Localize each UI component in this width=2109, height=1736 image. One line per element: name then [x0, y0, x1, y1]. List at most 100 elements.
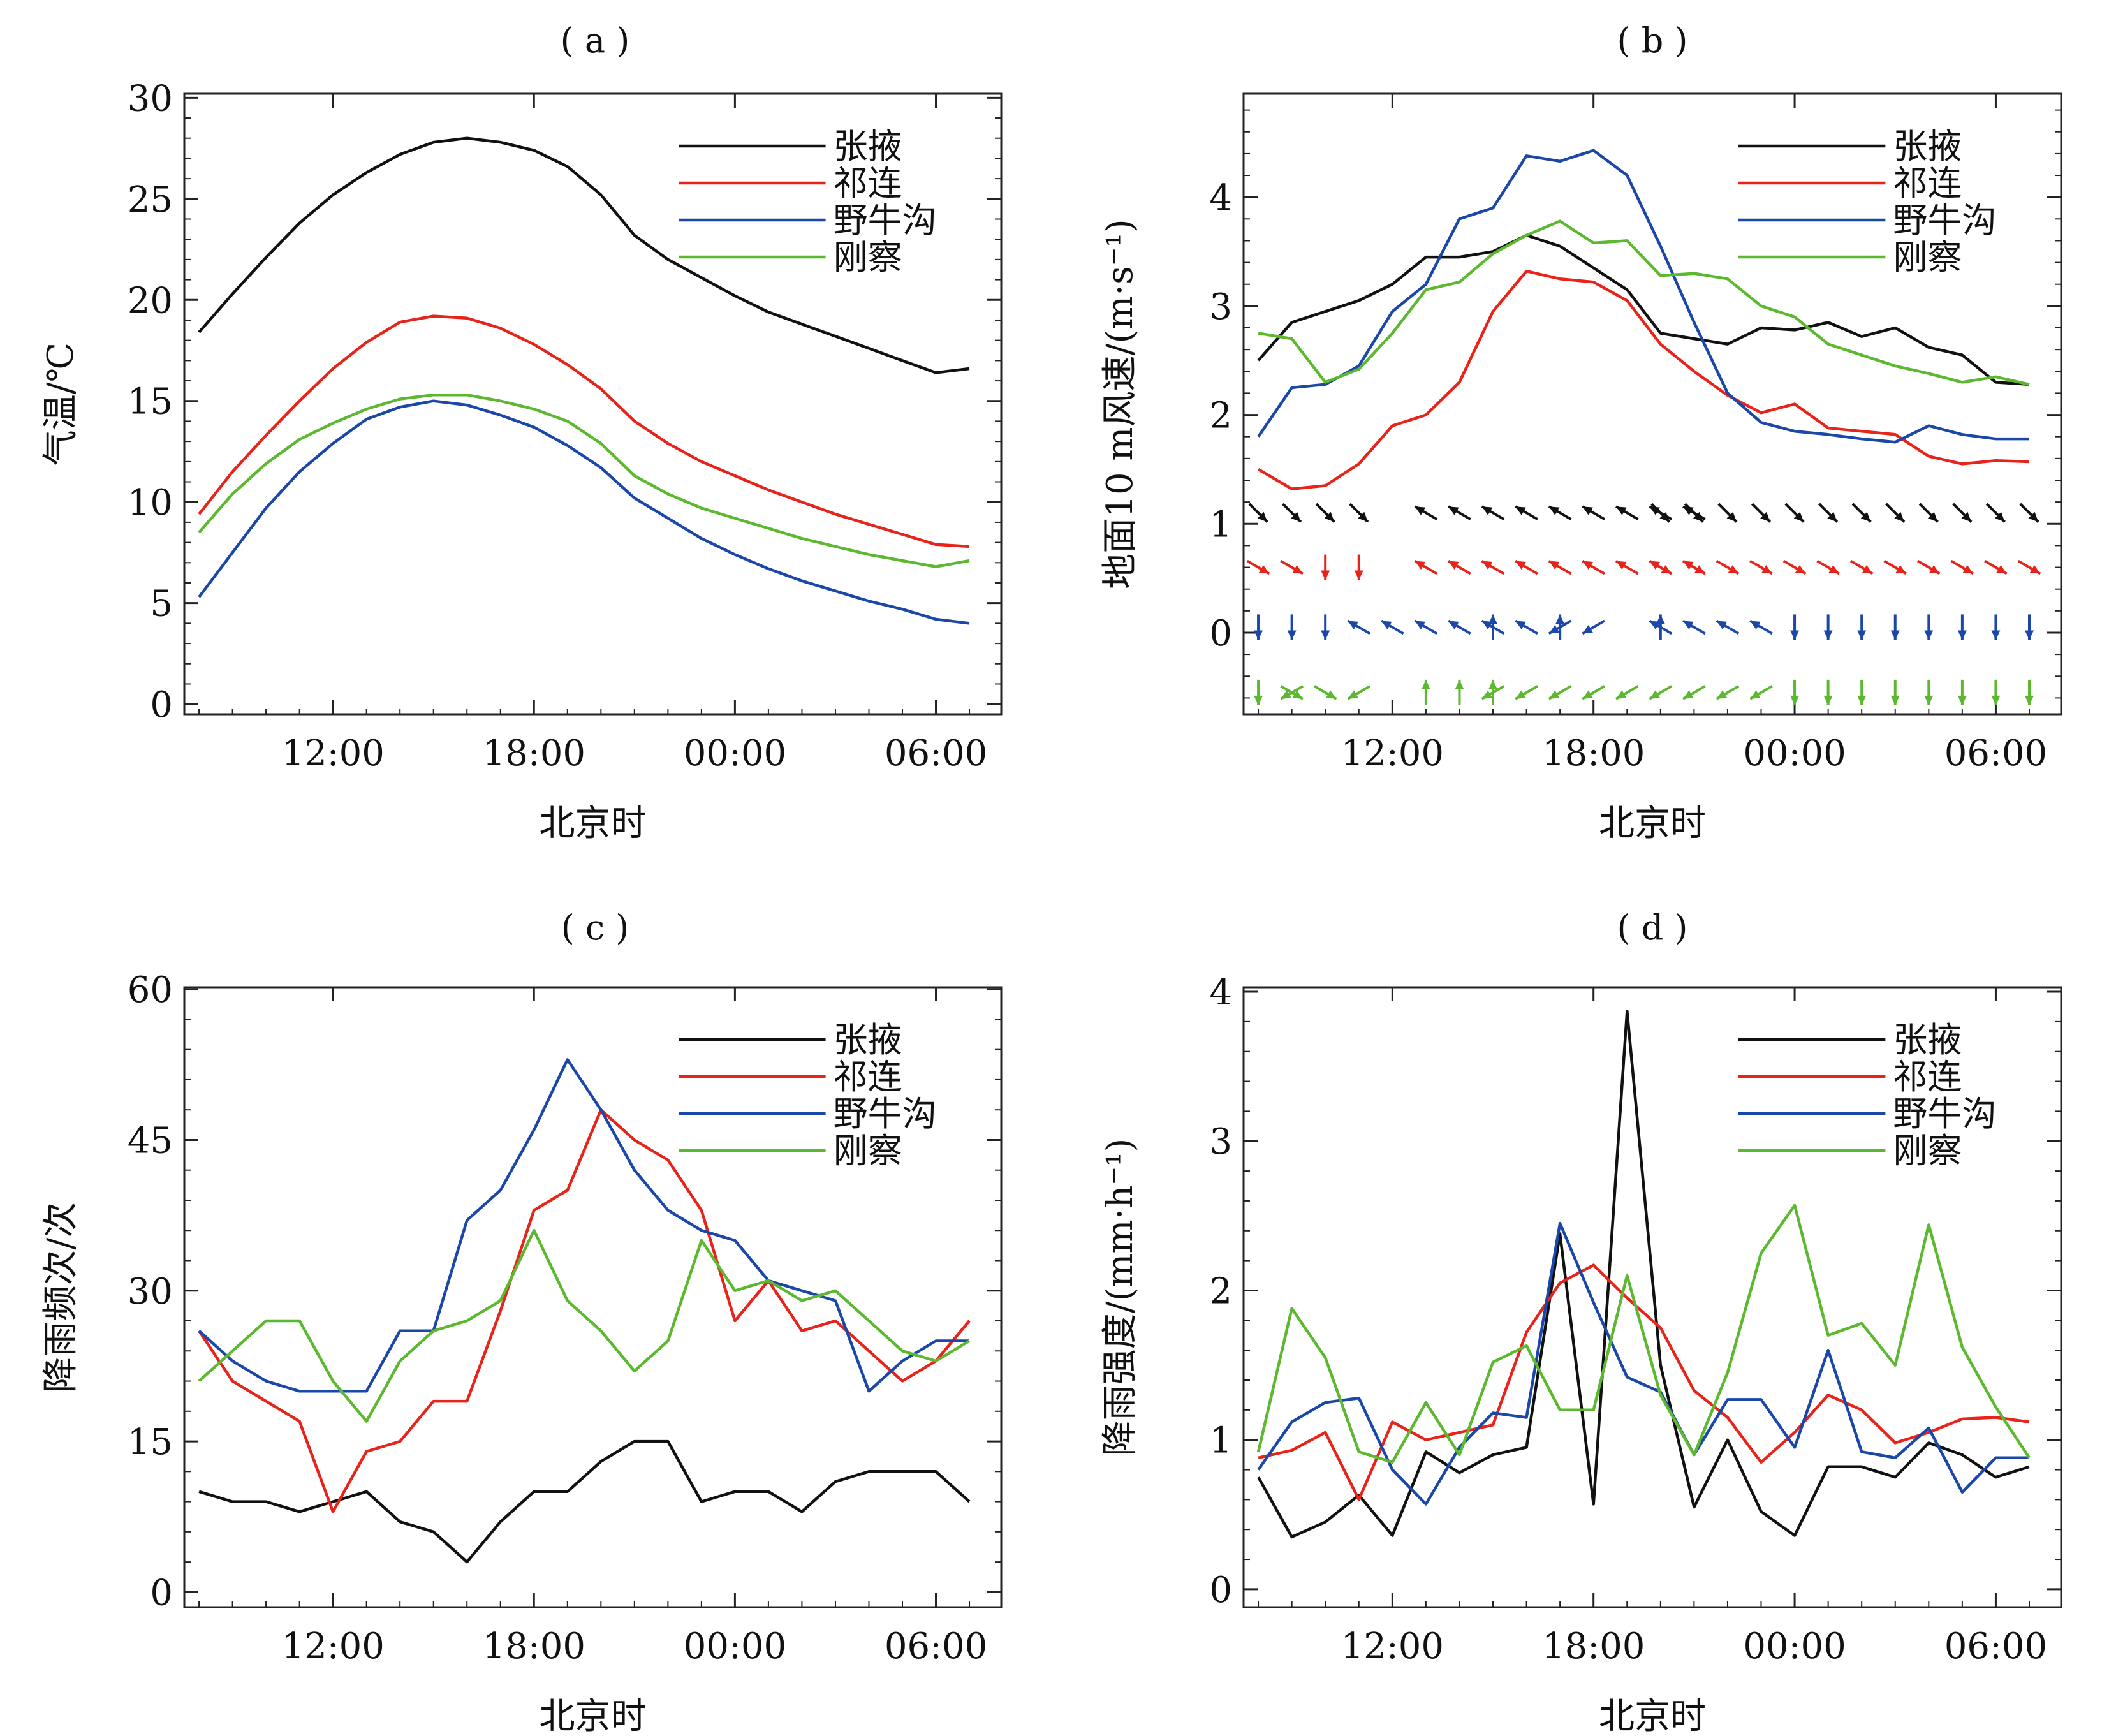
wind-arrow-head — [1281, 690, 1291, 699]
x-tick-label: 00:00 — [1743, 1626, 1846, 1667]
wind-arrow-head — [1257, 511, 1268, 522]
wind-arrow — [1883, 559, 1907, 575]
wind-arrow — [1749, 619, 1773, 635]
wind-arrow-head — [1254, 695, 1263, 705]
wind-arrow — [1582, 685, 1606, 700]
wind-arrow — [1849, 559, 1874, 575]
wind-arrow — [2025, 679, 2034, 705]
wind-arrow-head — [1894, 511, 1904, 522]
y-tick-label: 0 — [1209, 613, 1232, 654]
wind-arrow-head — [1615, 561, 1627, 570]
x-tick-label: 06:00 — [885, 1626, 987, 1667]
wind-arrow-head — [1659, 511, 1670, 522]
wind-arrow-head — [1582, 506, 1593, 515]
wind-arrow-head — [1254, 630, 1263, 640]
series-line-b-1 — [1257, 269, 2030, 490]
wind-arrow-head — [1348, 690, 1358, 699]
wind-arrow — [1315, 503, 1335, 523]
y-tick-label: 60 — [128, 969, 173, 1011]
wind-arrow-head — [1515, 621, 1526, 630]
wind-arrow-head — [2025, 695, 2034, 705]
wind-arrow-head — [1455, 679, 1464, 689]
wind-arrow — [1421, 679, 1430, 705]
y-tick-label: 0 — [150, 684, 173, 726]
wind-arrow-head — [1358, 511, 1368, 522]
y-tick-label: 30 — [128, 78, 173, 119]
plot-frame — [183, 92, 1003, 716]
wind-arrow — [1548, 559, 1572, 575]
plot-frame — [1242, 986, 2062, 1608]
wind-arrow-head — [1582, 624, 1593, 634]
series-line-b-3 — [1258, 219, 2030, 386]
wind-arrow — [1515, 559, 1538, 575]
y-tick-label: 3 — [1209, 1121, 1232, 1163]
wind-arrow — [1582, 505, 1606, 520]
wind-arrow — [1455, 679, 1464, 705]
wind-arrow — [2025, 614, 2034, 640]
wind-arrow-head — [1683, 690, 1694, 699]
wind-arrow-head — [1488, 614, 1498, 624]
series-line-a-1 — [198, 314, 970, 548]
wind-arrow-head — [1415, 506, 1426, 515]
wind-arrow-head — [1995, 511, 2005, 522]
y-tick-label: 0 — [1209, 1570, 1232, 1611]
legend-label: 张掖 — [834, 126, 902, 166]
wind-arrow-head — [1795, 564, 1806, 574]
wind-arrow-head — [1828, 564, 1839, 574]
x-tick-label: 18:00 — [1542, 733, 1645, 774]
wind-arrow — [1816, 559, 1840, 575]
y-axis-label: 气温/℃ — [40, 342, 82, 466]
wind-arrow — [1381, 619, 1404, 635]
wind-arrow-head — [1258, 564, 1270, 574]
wind-arrow — [1649, 619, 1673, 635]
wind-arrow — [1254, 614, 1263, 640]
wind-arrow — [1682, 619, 1706, 635]
wind-arrow — [1321, 614, 1330, 640]
wind-arrow-head — [1860, 511, 1871, 522]
x-tick-label: 12:00 — [281, 733, 384, 774]
wind-arrow-head — [1827, 511, 1837, 522]
wind-arrow — [1448, 505, 1471, 520]
wind-arrow — [2017, 559, 2041, 575]
x-axis-label: 北京时 — [1599, 1696, 1706, 1736]
wind-arrow — [1918, 503, 1939, 523]
wind-arrow — [1857, 614, 1867, 640]
wind-arrow-head — [2025, 630, 2034, 640]
panel-title: ( a ) — [561, 20, 630, 61]
wind-arrow-head — [1348, 621, 1358, 630]
legend-label: 野牛沟 — [1893, 200, 1996, 240]
wind-arrow — [1818, 503, 1839, 523]
y-tick-label: 2 — [1209, 395, 1232, 437]
wind-arrow — [1548, 505, 1572, 520]
x-tick-label: 00:00 — [684, 733, 786, 774]
wind-arrow-head — [1548, 506, 1560, 515]
wind-arrow — [1682, 559, 1706, 575]
series-line-c-3 — [198, 1228, 971, 1423]
wind-arrow-head — [1991, 630, 2001, 640]
wind-arrow — [1481, 685, 1505, 700]
wind-arrow — [1716, 559, 1740, 575]
panel-title: ( d ) — [1617, 908, 1687, 948]
wind-arrow — [1950, 559, 1974, 575]
wind-arrow — [1414, 505, 1438, 520]
wind-arrow — [1857, 679, 1867, 705]
wind-arrow — [1957, 679, 1967, 705]
wind-arrow-head — [1750, 621, 1761, 630]
wind-arrow-head — [1962, 564, 1974, 574]
x-tick-label: 06:00 — [885, 733, 987, 774]
wind-arrow — [1924, 614, 1934, 640]
wind-arrow-head — [1823, 630, 1833, 640]
wind-arrow-head — [1793, 511, 1804, 522]
wind-arrow — [1254, 679, 1263, 705]
wind-arrow — [1414, 559, 1438, 575]
wind-arrow-head — [1448, 621, 1459, 630]
legend-label: 刚察 — [834, 1131, 902, 1171]
wind-arrow — [1488, 614, 1498, 640]
y-axis-label: 降雨强度/(mm·h⁻¹) — [1099, 1138, 1141, 1457]
wind-arrow-head — [1615, 690, 1627, 699]
panel-title: ( b ) — [1617, 20, 1687, 61]
wind-arrow-head — [1895, 564, 1907, 574]
wind-arrow — [1321, 554, 1330, 580]
wind-arrow-head — [1448, 561, 1459, 570]
